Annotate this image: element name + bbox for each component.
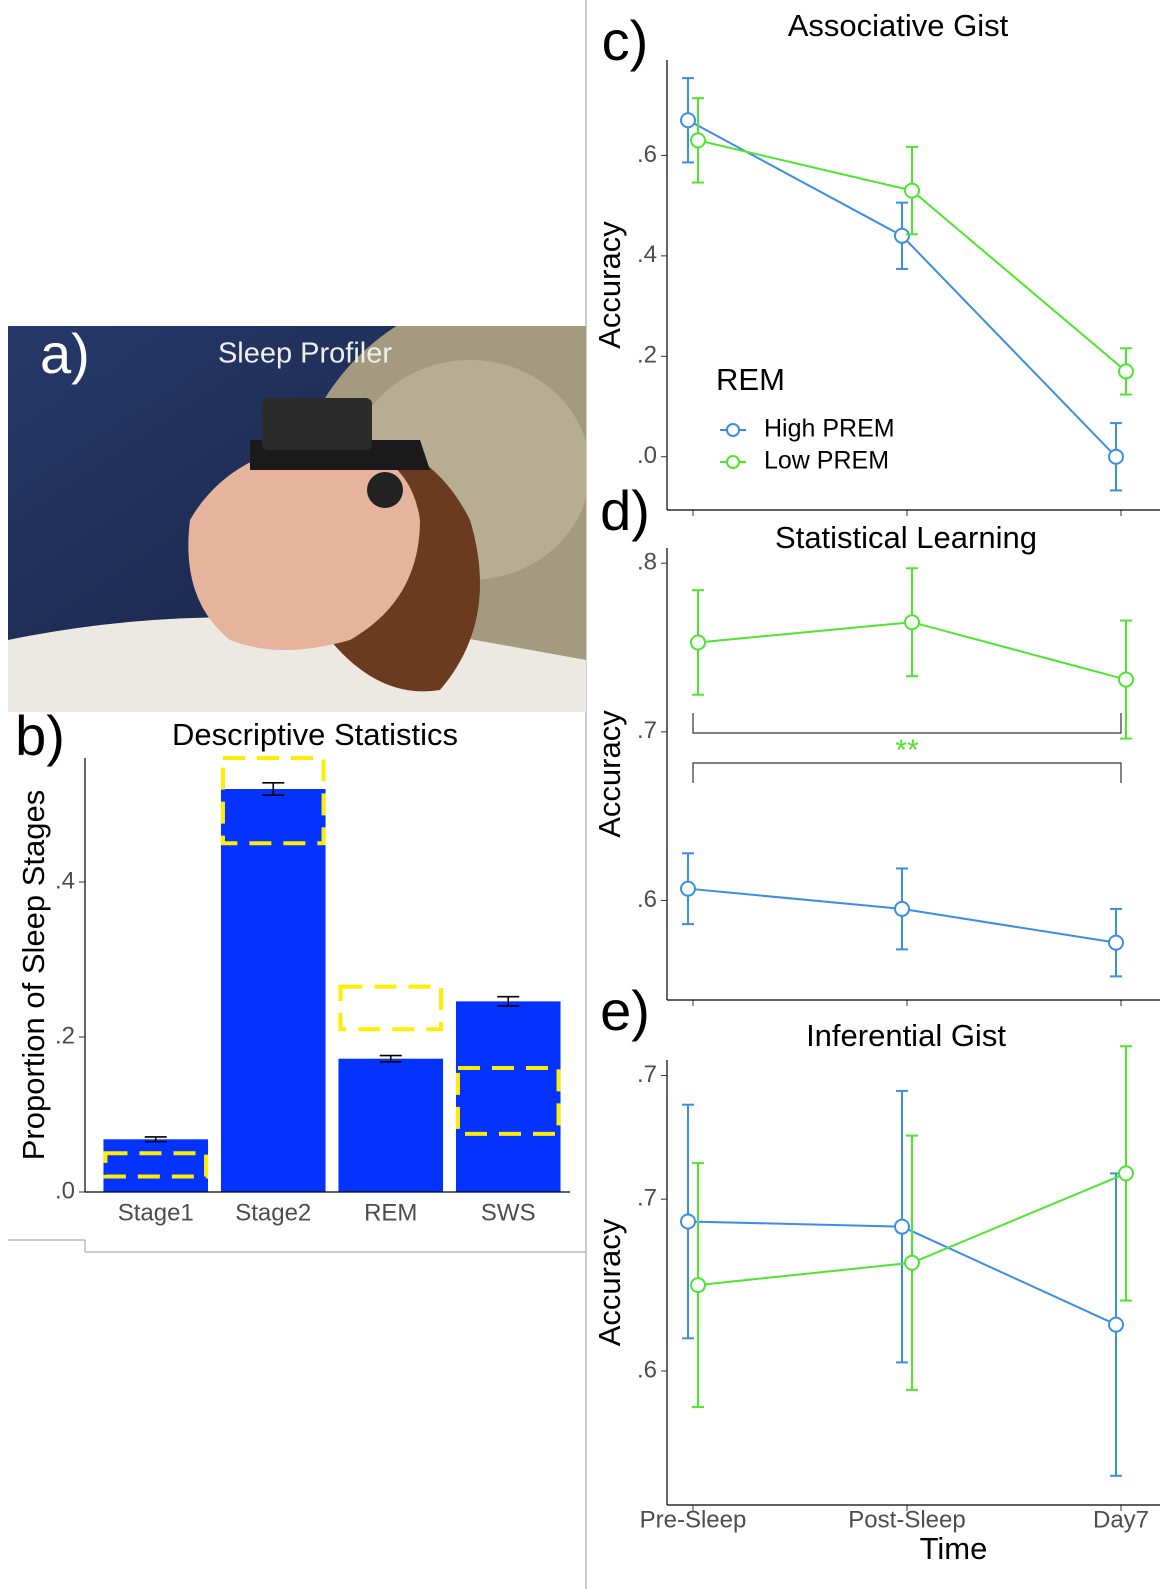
y-axis-label: Accuracy [592, 1218, 627, 1346]
point [905, 184, 919, 198]
bar [456, 1001, 561, 1192]
legend-label: Low PREM [764, 447, 889, 475]
y-tick-label: .6 [637, 1356, 657, 1383]
legend-marker [727, 424, 739, 436]
point [1109, 1318, 1123, 1332]
chart-title: Inferential Gist [806, 1018, 1006, 1053]
series-line [688, 120, 1116, 456]
y-tick-label: .7 [637, 1061, 657, 1088]
point [1109, 936, 1123, 950]
x-tick-label: REM [364, 1199, 417, 1226]
x-axis-label: Time [920, 1531, 988, 1566]
y-tick-label: .7 [637, 1185, 657, 1212]
point [895, 902, 909, 916]
y-tick-label: .4 [637, 241, 657, 268]
panel-label: a) [40, 322, 90, 385]
point [895, 1220, 909, 1234]
y-tick-label: .4 [55, 867, 75, 894]
photo-caption: Sleep Profiler [218, 338, 392, 370]
point [905, 1256, 919, 1270]
x-tick-label: Stage1 [118, 1199, 194, 1226]
x-tick-label: SWS [481, 1199, 536, 1226]
point [691, 133, 705, 147]
y-axis-label: Proportion of Sleep Stages [16, 790, 51, 1161]
point [681, 882, 695, 896]
legend-label: High PREM [764, 415, 895, 443]
bar [338, 1059, 443, 1192]
y-tick-label: .6 [637, 886, 657, 913]
y-tick-label: .2 [637, 342, 657, 369]
y-tick-label: .2 [55, 1022, 75, 1049]
x-tick-label: Stage2 [235, 1199, 311, 1226]
chart-title: Descriptive Statistics [172, 717, 458, 752]
x-tick-label: Pre-Sleep [640, 1506, 747, 1533]
bar [221, 789, 326, 1192]
panel-label: b) [15, 704, 65, 767]
point [1119, 673, 1133, 687]
point [681, 113, 695, 127]
point [905, 615, 919, 629]
x-tick-label: Post-Sleep [848, 1506, 965, 1533]
point [1119, 1166, 1133, 1180]
y-tick-label: .0 [55, 1177, 75, 1204]
panel-label: d) [600, 479, 650, 542]
y-tick-label: .6 [637, 141, 657, 168]
reference-range [340, 987, 441, 1030]
y-axis-label: Accuracy [592, 221, 627, 349]
panel-label: e) [600, 979, 650, 1042]
point [1109, 450, 1123, 464]
point [1119, 364, 1133, 378]
point [691, 1278, 705, 1292]
y-tick-label: .8 [637, 549, 657, 576]
annotation: ** [895, 734, 919, 767]
point [691, 635, 705, 649]
y-tick-label: .0 [637, 442, 657, 469]
bar [103, 1139, 208, 1192]
legend-title: REM [716, 362, 785, 397]
y-axis-label: Accuracy [592, 710, 627, 838]
chart-title: Associative Gist [788, 8, 1009, 43]
y-tick-label: .7 [637, 717, 657, 744]
point [681, 1215, 695, 1229]
point [895, 229, 909, 243]
x-tick-label: Day7 [1093, 1506, 1149, 1533]
legend-marker [727, 456, 739, 468]
panel-label: c) [602, 9, 649, 72]
figure: a) Sleep Profiler Stage1 Stage2 REM SWS b) De… [0, 0, 1176, 1589]
chart-title: Statistical Learning [775, 520, 1037, 555]
bracket [693, 713, 1121, 733]
